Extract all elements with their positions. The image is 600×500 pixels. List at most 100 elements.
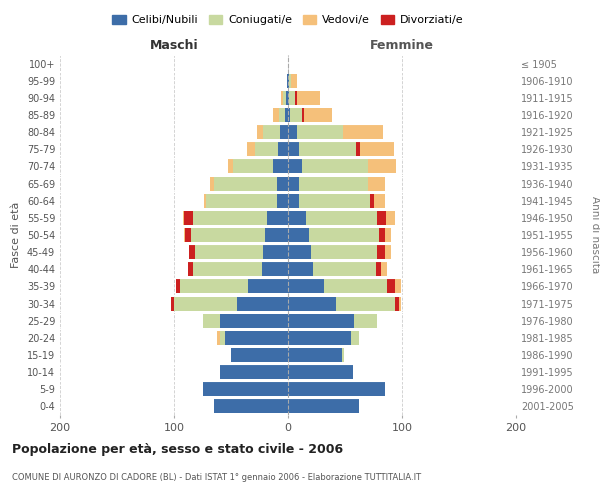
Bar xyxy=(214,400,288,413)
Bar xyxy=(377,211,386,225)
Bar xyxy=(297,125,343,139)
Bar xyxy=(376,262,382,276)
Bar xyxy=(386,211,395,225)
Bar xyxy=(350,331,359,345)
Bar xyxy=(281,91,283,105)
Bar xyxy=(395,296,398,310)
Bar xyxy=(299,142,356,156)
Bar xyxy=(203,194,206,207)
Bar xyxy=(368,160,397,173)
Bar xyxy=(385,245,391,259)
Bar xyxy=(265,228,288,242)
Bar xyxy=(368,176,385,190)
Bar xyxy=(188,262,193,276)
Bar xyxy=(184,228,185,242)
Bar xyxy=(288,108,290,122)
Bar xyxy=(288,365,353,379)
Bar xyxy=(268,211,288,225)
Bar xyxy=(288,91,289,105)
Bar xyxy=(185,228,191,242)
Bar xyxy=(311,245,377,259)
Bar xyxy=(193,262,262,276)
Bar xyxy=(189,245,194,259)
Bar xyxy=(354,314,377,328)
Bar xyxy=(302,108,304,122)
Bar xyxy=(263,125,280,139)
Bar xyxy=(280,125,288,139)
Bar xyxy=(379,228,385,242)
Bar xyxy=(299,176,368,190)
Bar xyxy=(248,280,288,293)
Bar xyxy=(336,296,395,310)
Bar xyxy=(286,91,288,105)
Bar xyxy=(211,176,214,190)
Bar xyxy=(203,314,220,328)
Bar xyxy=(288,74,289,88)
Bar xyxy=(273,160,288,173)
Bar xyxy=(382,262,387,276)
Bar xyxy=(220,331,226,345)
Text: Femmine: Femmine xyxy=(370,38,434,52)
Bar xyxy=(277,176,288,190)
Bar xyxy=(203,382,288,396)
Bar xyxy=(288,348,341,362)
Bar xyxy=(247,142,255,156)
Bar xyxy=(343,125,383,139)
Bar xyxy=(290,108,302,122)
Bar xyxy=(184,211,193,225)
Text: COMUNE DI AURONZO DI CADORE (BL) - Dati ISTAT 1° gennaio 2006 - Elaborazione TUT: COMUNE DI AURONZO DI CADORE (BL) - Dati … xyxy=(12,472,421,482)
Bar xyxy=(302,160,368,173)
Bar xyxy=(288,245,311,259)
Bar xyxy=(297,91,320,105)
Legend: Celibi/Nubili, Coniugati/e, Vedovi/e, Divorziati/e: Celibi/Nubili, Coniugati/e, Vedovi/e, Di… xyxy=(108,10,468,30)
Bar xyxy=(288,400,359,413)
Bar xyxy=(180,280,248,293)
Bar xyxy=(325,280,387,293)
Bar xyxy=(288,194,299,207)
Bar xyxy=(191,228,265,242)
Bar xyxy=(233,160,273,173)
Bar xyxy=(288,125,297,139)
Bar xyxy=(277,194,288,207)
Bar xyxy=(227,160,233,173)
Bar xyxy=(217,331,220,345)
Bar xyxy=(279,108,284,122)
Bar xyxy=(292,74,297,88)
Bar xyxy=(289,74,292,88)
Bar xyxy=(278,142,288,156)
Bar xyxy=(356,142,360,156)
Bar xyxy=(193,211,268,225)
Bar xyxy=(183,211,184,225)
Bar xyxy=(295,91,297,105)
Bar xyxy=(288,142,299,156)
Bar xyxy=(262,262,288,276)
Bar xyxy=(313,262,376,276)
Bar xyxy=(377,245,385,259)
Bar xyxy=(308,228,379,242)
Y-axis label: Fasce di età: Fasce di età xyxy=(11,202,21,268)
Bar xyxy=(288,176,299,190)
Bar xyxy=(289,91,295,105)
Bar xyxy=(370,194,374,207)
Bar xyxy=(341,348,344,362)
Bar xyxy=(220,365,288,379)
Bar xyxy=(170,296,174,310)
Bar xyxy=(395,280,401,293)
Bar xyxy=(257,125,263,139)
Text: Popolazione per età, sesso e stato civile - 2006: Popolazione per età, sesso e stato civil… xyxy=(12,442,343,456)
Bar xyxy=(263,245,288,259)
Bar xyxy=(288,262,313,276)
Bar xyxy=(226,331,288,345)
Bar xyxy=(398,296,401,310)
Text: Maschi: Maschi xyxy=(149,38,199,52)
Bar xyxy=(288,296,336,310)
Bar xyxy=(287,74,288,88)
Bar xyxy=(288,331,350,345)
Bar xyxy=(206,194,277,207)
Bar xyxy=(214,176,277,190)
Y-axis label: Anni di nascita: Anni di nascita xyxy=(590,196,600,274)
Bar xyxy=(385,228,391,242)
Bar xyxy=(174,296,236,310)
Bar xyxy=(288,382,385,396)
Bar xyxy=(220,314,288,328)
